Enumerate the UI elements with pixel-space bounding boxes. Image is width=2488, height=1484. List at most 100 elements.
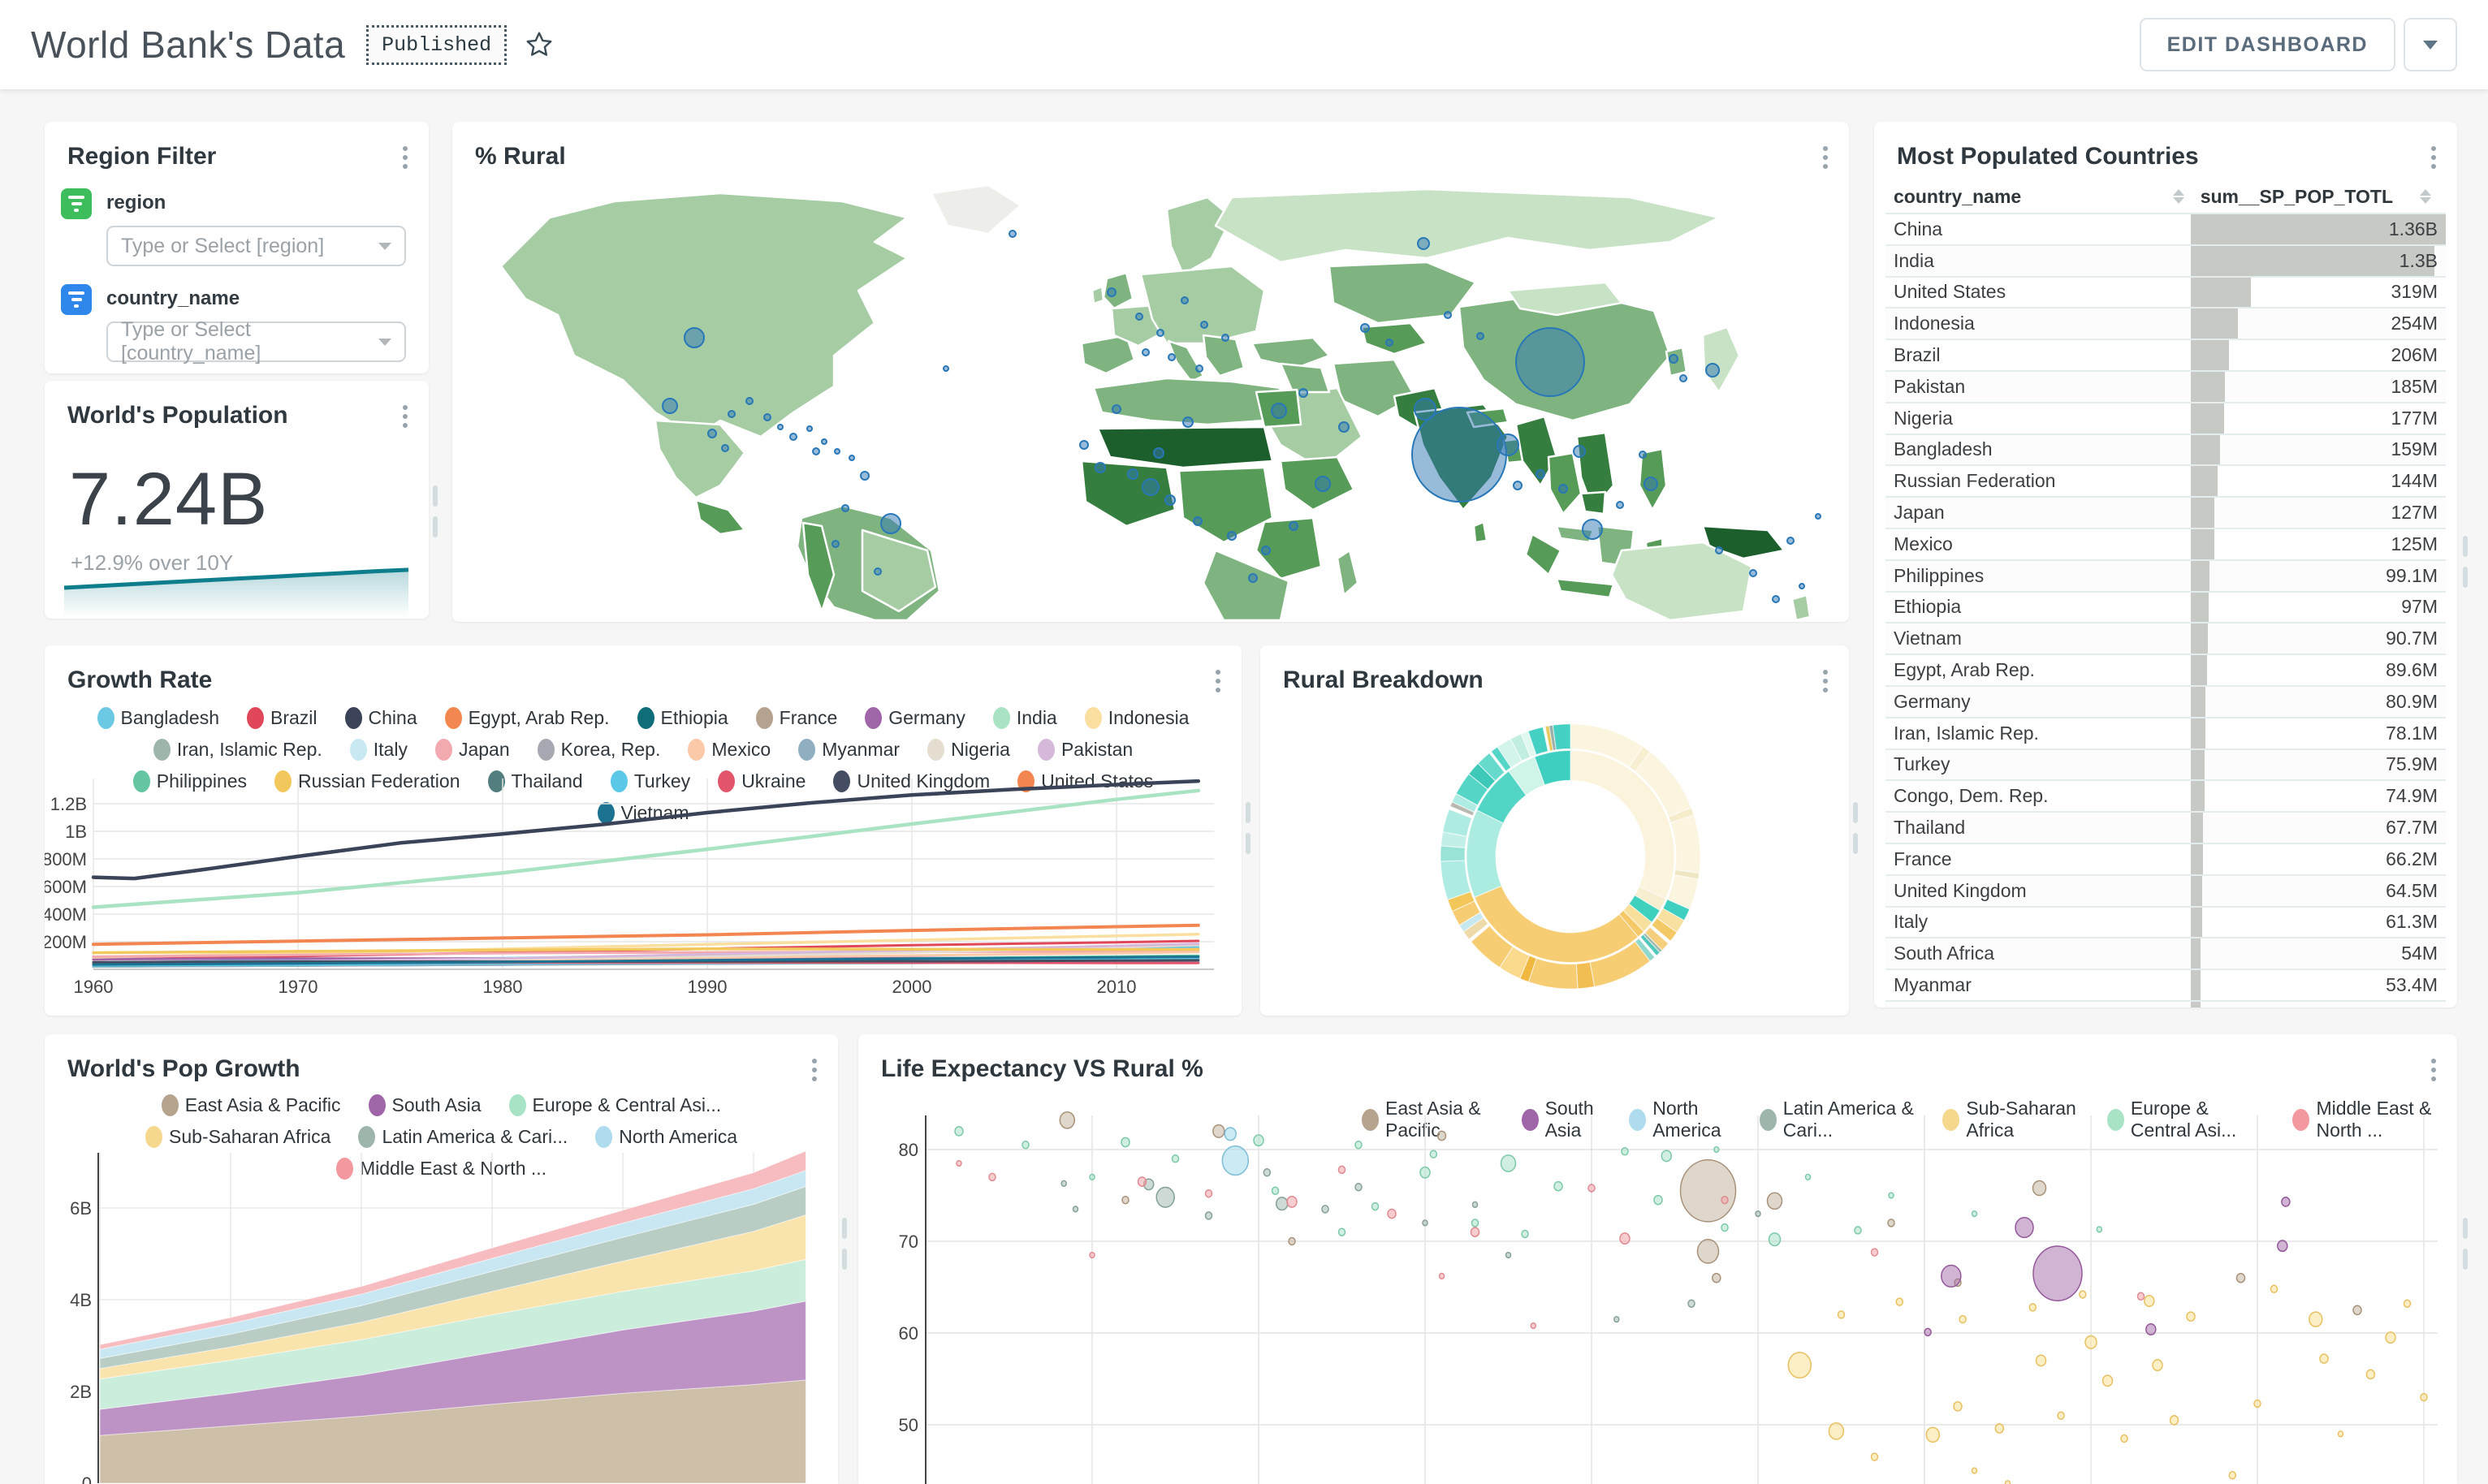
scatter-bubble-europe-central-asi-[interactable]: [1371, 1201, 1380, 1211]
scatter-bubble-latin-america-cari-[interactable]: [1354, 1183, 1363, 1192]
scatter-bubble-latin-america-cari-[interactable]: [1155, 1186, 1175, 1208]
scatter-bubble-europe-central-asi-[interactable]: [1713, 1145, 1720, 1154]
scatter-bubble-latin-america-cari-[interactable]: [1422, 1219, 1428, 1227]
scatter-bubble-east-asia-pacific[interactable]: [1887, 1219, 1895, 1227]
scatter-bubble-middle-east-north-[interactable]: [2136, 1292, 2145, 1301]
country-population-bubble[interactable]: [1497, 434, 1519, 456]
donut-slice[interactable]: [1534, 749, 1571, 786]
table-row[interactable]: India 1.3B: [1885, 245, 2446, 278]
legend-item[interactable]: Ukraine: [718, 770, 806, 792]
country-population-bubble[interactable]: [1095, 462, 1106, 473]
table-row[interactable]: China 1.36B: [1885, 214, 2446, 246]
table-row[interactable]: Germany 80.9M: [1885, 686, 2446, 718]
country-population-bubble[interactable]: [1558, 484, 1568, 494]
scatter-bubble-south-asia[interactable]: [2032, 1245, 2083, 1301]
legend-item[interactable]: North America: [595, 1126, 737, 1148]
scatter-bubble-sub-saharan-africa[interactable]: [2035, 1354, 2047, 1367]
country-population-bubble[interactable]: [1200, 321, 1208, 329]
kebab-menu-icon[interactable]: [400, 402, 411, 431]
country-population-bubble[interactable]: [1786, 537, 1795, 545]
scatter-bubble-sub-saharan-africa[interactable]: [1870, 1452, 1879, 1461]
legend-item[interactable]: Middle East & North ...: [2292, 1098, 2457, 1141]
resize-handle[interactable]: [433, 516, 438, 537]
table-row[interactable]: Vietnam 90.7M: [1885, 623, 2446, 656]
legend-item[interactable]: Italy: [349, 739, 408, 761]
country-population-bubble[interactable]: [777, 424, 784, 430]
country-population-bubble[interactable]: [1221, 334, 1229, 342]
legend-item[interactable]: Latin America & Cari...: [358, 1126, 568, 1148]
country-population-bubble[interactable]: [1669, 354, 1678, 364]
scatter-bubble-sub-saharan-africa[interactable]: [2319, 1353, 2329, 1364]
legend-item[interactable]: Sub-Saharan Africa: [145, 1126, 330, 1148]
country-population-bubble[interactable]: [1385, 339, 1393, 347]
country-population-bubble[interactable]: [1338, 421, 1350, 433]
scatter-bubble-europe-central-asi-[interactable]: [1653, 1194, 1663, 1206]
legend-item[interactable]: South Asia: [1521, 1098, 1610, 1141]
area-series-middle-east-north-africa[interactable]: [99, 1150, 806, 1350]
legend-item[interactable]: Pakistan: [1037, 739, 1133, 761]
scatter-bubble-east-asia-pacific[interactable]: [1679, 1158, 1737, 1223]
country-population-bubble[interactable]: [1153, 447, 1164, 459]
country-population-bubble[interactable]: [1315, 476, 1331, 492]
country-population-bubble[interactable]: [684, 327, 705, 348]
country-population-bubble[interactable]: [1799, 583, 1805, 589]
kebab-menu-icon[interactable]: [1212, 667, 1224, 696]
scatter-bubble-europe-central-asi-[interactable]: [1854, 1226, 1862, 1235]
table-row[interactable]: Russian Federation 144M: [1885, 466, 2446, 498]
line-series-india[interactable]: [91, 788, 1201, 909]
donut-slice[interactable]: [1552, 723, 1571, 751]
scatter-bubble-sub-saharan-africa[interactable]: [2337, 1430, 2344, 1438]
country-population-bubble[interactable]: [1142, 478, 1160, 496]
rural-breakdown-chart[interactable]: [1260, 691, 1849, 1016]
legend-item[interactable]: East Asia & Pacific: [161, 1094, 341, 1116]
table-row[interactable]: Iran, Islamic Rep. 78.1M: [1885, 718, 2446, 750]
table-row[interactable]: South Africa 54M: [1885, 938, 2446, 971]
table-row[interactable]: Myanmar 53.4M: [1885, 970, 2446, 1002]
kebab-menu-icon[interactable]: [2428, 143, 2439, 172]
donut-slice[interactable]: [1440, 845, 1466, 862]
table-row[interactable]: Egypt, Arab Rep. 89.6M: [1885, 655, 2446, 687]
scatter-bubble-middle-east-north-[interactable]: [1204, 1188, 1213, 1198]
scatter-bubble-sub-saharan-africa[interactable]: [2101, 1374, 2114, 1387]
resize-handle[interactable]: [2463, 536, 2468, 557]
scatter-bubble-middle-east-north-[interactable]: [1721, 1195, 1729, 1205]
scatter-bubble-middle-east-north-[interactable]: [988, 1172, 996, 1182]
scatter-bubble-north-america[interactable]: [1221, 1145, 1250, 1176]
country-population-bubble[interactable]: [1181, 296, 1189, 304]
resize-handle[interactable]: [433, 485, 438, 507]
scatter-bubble-middle-east-north-[interactable]: [1530, 1322, 1537, 1330]
country-population-bubble[interactable]: [1271, 403, 1287, 419]
column-header-population[interactable]: sum__SP_POP_TOTL: [2191, 180, 2446, 213]
scatter-bubble-middle-east-north-[interactable]: [1438, 1272, 1445, 1280]
scatter-bubble-europe-central-asi-[interactable]: [2096, 1226, 2103, 1233]
scatter-bubble-sub-saharan-africa[interactable]: [2169, 1415, 2179, 1426]
country-population-bubble[interactable]: [849, 455, 855, 461]
scatter-bubble-south-asia[interactable]: [2145, 1323, 2157, 1335]
country-population-bubble[interactable]: [1513, 481, 1523, 490]
scatter-bubble-sub-saharan-africa[interactable]: [2144, 1295, 2155, 1307]
country-population-bubble[interactable]: [1227, 531, 1237, 541]
sort-icon[interactable]: [2172, 189, 2184, 204]
scatter-bubble-sub-saharan-africa[interactable]: [2004, 1480, 2011, 1484]
legend-item[interactable]: Thailand: [487, 770, 583, 792]
country-population-bubble[interactable]: [1298, 388, 1308, 398]
scatter-bubble-europe-central-asi-[interactable]: [1621, 1147, 1629, 1156]
scatter-bubble-latin-america-cari-[interactable]: [1072, 1206, 1079, 1213]
table-row[interactable]: United Kingdom 64.5M: [1885, 875, 2446, 908]
country-population-bubble[interactable]: [806, 425, 813, 432]
scatter-bubble-europe-central-asi-[interactable]: [954, 1126, 964, 1137]
table-row[interactable]: France 66.2M: [1885, 843, 2446, 876]
table-row[interactable]: Japan 127M: [1885, 498, 2446, 529]
resize-handle[interactable]: [2463, 567, 2468, 588]
published-badge[interactable]: Published: [366, 24, 508, 65]
table-row[interactable]: Brazil 206M: [1885, 340, 2446, 372]
legend-item[interactable]: Egypt, Arab Rep.: [444, 707, 610, 729]
legend-item[interactable]: North America: [1629, 1098, 1740, 1141]
kebab-menu-icon[interactable]: [1820, 143, 1831, 172]
scatter-bubble-europe-central-asi-[interactable]: [1553, 1180, 1563, 1192]
legend-item[interactable]: Korea, Rep.: [537, 739, 660, 761]
scatter-bubble-east-asia-pacific[interactable]: [1712, 1272, 1721, 1283]
country-population-bubble[interactable]: [1476, 332, 1484, 340]
table-row[interactable]: Bangladesh 159M: [1885, 434, 2446, 467]
legend-item[interactable]: Bangladesh: [97, 707, 219, 729]
